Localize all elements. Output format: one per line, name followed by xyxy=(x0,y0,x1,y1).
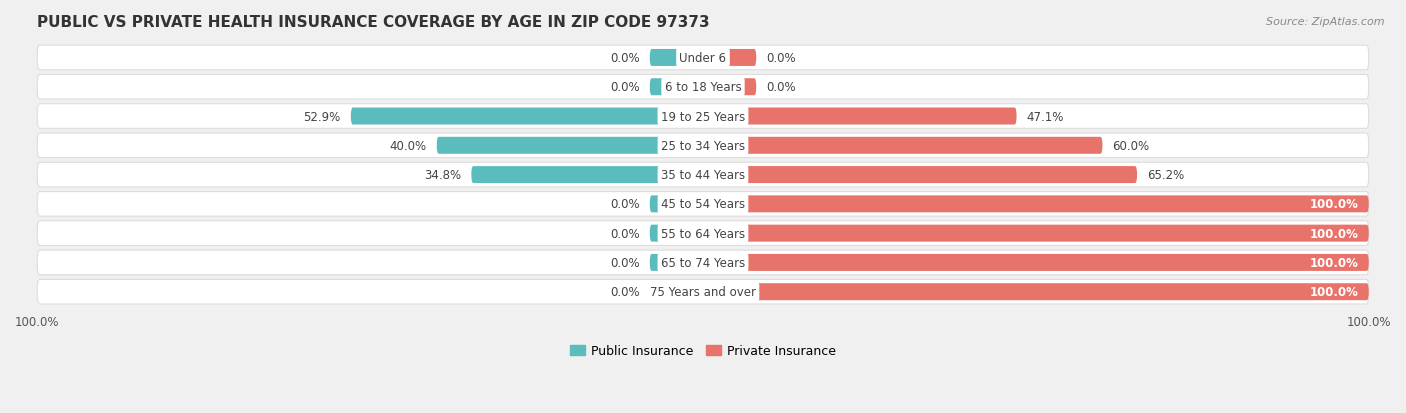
Text: 75 Years and over: 75 Years and over xyxy=(650,285,756,299)
Text: 0.0%: 0.0% xyxy=(610,285,640,299)
FancyBboxPatch shape xyxy=(703,108,1017,125)
FancyBboxPatch shape xyxy=(650,284,703,301)
FancyBboxPatch shape xyxy=(703,79,756,96)
Legend: Public Insurance, Private Insurance: Public Insurance, Private Insurance xyxy=(565,339,841,363)
FancyBboxPatch shape xyxy=(703,50,756,67)
Text: PUBLIC VS PRIVATE HEALTH INSURANCE COVERAGE BY AGE IN ZIP CODE 97373: PUBLIC VS PRIVATE HEALTH INSURANCE COVER… xyxy=(37,15,710,30)
FancyBboxPatch shape xyxy=(650,225,703,242)
Text: 0.0%: 0.0% xyxy=(610,81,640,94)
FancyBboxPatch shape xyxy=(650,79,703,96)
Text: 19 to 25 Years: 19 to 25 Years xyxy=(661,110,745,123)
FancyBboxPatch shape xyxy=(37,163,1369,188)
Text: 35 to 44 Years: 35 to 44 Years xyxy=(661,169,745,182)
FancyBboxPatch shape xyxy=(703,138,1102,154)
FancyBboxPatch shape xyxy=(37,251,1369,275)
Text: 65.2%: 65.2% xyxy=(1147,169,1184,182)
FancyBboxPatch shape xyxy=(703,196,1369,213)
Text: 65 to 74 Years: 65 to 74 Years xyxy=(661,256,745,269)
Text: 40.0%: 40.0% xyxy=(389,140,426,152)
FancyBboxPatch shape xyxy=(703,225,1369,242)
Text: Source: ZipAtlas.com: Source: ZipAtlas.com xyxy=(1267,17,1385,26)
FancyBboxPatch shape xyxy=(37,280,1369,304)
FancyBboxPatch shape xyxy=(650,254,703,271)
FancyBboxPatch shape xyxy=(37,192,1369,217)
Text: 25 to 34 Years: 25 to 34 Years xyxy=(661,140,745,152)
Text: 0.0%: 0.0% xyxy=(766,81,796,94)
Text: 100.0%: 100.0% xyxy=(1310,227,1358,240)
Text: 60.0%: 60.0% xyxy=(1112,140,1150,152)
Text: 6 to 18 Years: 6 to 18 Years xyxy=(665,81,741,94)
FancyBboxPatch shape xyxy=(37,134,1369,158)
FancyBboxPatch shape xyxy=(471,167,703,184)
Text: 100.0%: 100.0% xyxy=(1310,198,1358,211)
FancyBboxPatch shape xyxy=(703,167,1137,184)
Text: 52.9%: 52.9% xyxy=(304,110,340,123)
Text: 0.0%: 0.0% xyxy=(610,256,640,269)
Text: 100.0%: 100.0% xyxy=(1310,256,1358,269)
FancyBboxPatch shape xyxy=(650,50,703,67)
Text: 0.0%: 0.0% xyxy=(766,52,796,65)
FancyBboxPatch shape xyxy=(352,108,703,125)
Text: 45 to 54 Years: 45 to 54 Years xyxy=(661,198,745,211)
Text: 34.8%: 34.8% xyxy=(425,169,461,182)
FancyBboxPatch shape xyxy=(703,284,1369,301)
FancyBboxPatch shape xyxy=(37,104,1369,129)
Text: 47.1%: 47.1% xyxy=(1026,110,1064,123)
FancyBboxPatch shape xyxy=(437,138,703,154)
FancyBboxPatch shape xyxy=(37,221,1369,246)
Text: 0.0%: 0.0% xyxy=(610,227,640,240)
FancyBboxPatch shape xyxy=(703,254,1369,271)
FancyBboxPatch shape xyxy=(37,46,1369,71)
Text: 0.0%: 0.0% xyxy=(610,52,640,65)
Text: Under 6: Under 6 xyxy=(679,52,727,65)
Text: 0.0%: 0.0% xyxy=(610,198,640,211)
Text: 100.0%: 100.0% xyxy=(1310,285,1358,299)
FancyBboxPatch shape xyxy=(650,196,703,213)
FancyBboxPatch shape xyxy=(37,75,1369,100)
Text: 55 to 64 Years: 55 to 64 Years xyxy=(661,227,745,240)
